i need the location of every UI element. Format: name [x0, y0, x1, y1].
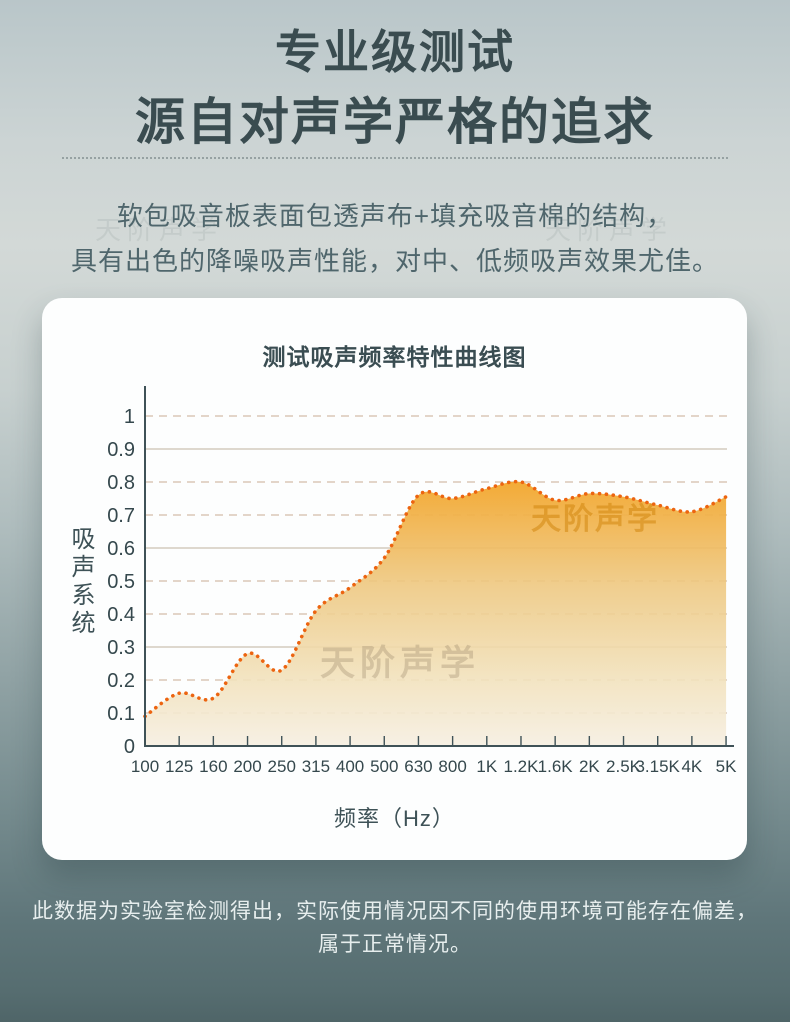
- curve-dotted-line: [143, 479, 728, 719]
- x-tick-marks-group: [144, 736, 727, 746]
- x-tick-label: 630: [404, 757, 432, 776]
- x-tick-label: 5K: [716, 757, 737, 776]
- x-tick-label: 4K: [681, 757, 702, 776]
- y-tick-label: 0: [124, 736, 135, 758]
- x-tick-label: 100: [131, 757, 159, 776]
- background-watermark-left: 天阶声学: [95, 215, 224, 245]
- y-tick-label: 1: [124, 406, 135, 428]
- x-axis-label: 频率（Hz）: [334, 806, 455, 831]
- x-tick-label: 250: [268, 757, 296, 776]
- curve-area-fill: [145, 481, 727, 746]
- y-tick-label: 0.7: [107, 505, 135, 527]
- footer-note-line-1: 此数据为实验室检测得出，实际使用情况因不同的使用环境可能存在偏差，: [32, 900, 758, 923]
- background-watermark-right: 天阶声学: [545, 215, 674, 245]
- axes-group: [144, 386, 734, 747]
- y-tick-label: 0.3: [107, 637, 135, 659]
- chart-watermark-center: 天阶声学: [320, 643, 480, 683]
- x-tick-label: 125: [165, 757, 193, 776]
- chart-card: 测试吸声频率特性曲线图 吸声系统 天阶声学 天阶声学 100 125 160 200 2…: [42, 298, 747, 860]
- y-tick-label: 0.8: [107, 472, 135, 494]
- x-tick-label: 160: [199, 757, 227, 776]
- y-tick-label: 0.2: [107, 670, 135, 692]
- x-tick-label: 2K: [579, 757, 600, 776]
- footer-note-line-2: 属于正常情况。: [318, 933, 472, 956]
- y-tick-labels-group: 0 0.1 0.2 0.3 0.4 0.5 0.6 0.7 0.8 0.9 1: [107, 406, 135, 758]
- description-line-2: 具有出色的降噪吸声性能，对中、低频吸声效果尤佳。: [70, 246, 719, 276]
- x-tick-label: 1K: [476, 757, 497, 776]
- page-title: 专业级测试: [275, 26, 515, 78]
- x-tick-label: 500: [370, 757, 398, 776]
- y-tick-label: 0.5: [107, 571, 135, 593]
- x-tick-label: 3.15K: [635, 757, 680, 776]
- x-tick-label: 200: [233, 757, 261, 776]
- y-axis-label: 吸声系统: [67, 526, 94, 638]
- x-tick-label: 2.5K: [606, 757, 642, 776]
- y-tick-label: 0.1: [107, 703, 135, 725]
- x-tick-label: 400: [336, 757, 364, 776]
- dotted-divider: [62, 157, 728, 159]
- curve-fill-group: [145, 481, 727, 746]
- page-subtitle: 源自对声学严格的追求: [135, 94, 655, 150]
- absorption-curve-chart: 天阶声学 天阶声学 100 125 160 200 250 315 400 500 630 800…: [107, 386, 737, 776]
- x-tick-label: 800: [438, 757, 466, 776]
- chart-watermark-orange: 天阶声学: [531, 502, 659, 536]
- x-tick-label: 315: [302, 757, 330, 776]
- chart-title: 测试吸声频率特性曲线图: [262, 344, 527, 370]
- x-tick-label: 1.6K: [538, 757, 574, 776]
- y-tick-label: 0.6: [107, 538, 135, 560]
- x-tick-label: 1.2K: [503, 757, 539, 776]
- curve-line-group: [143, 479, 728, 719]
- description-line-1: 软包吸音板表面包透声布+填充吸音棉的结构，: [116, 201, 674, 231]
- y-tick-label: 0.9: [107, 439, 135, 461]
- x-tick-labels-group: 100 125 160 200 250 315 400 500 630 800 1K 1.2K 1.6K…: [131, 757, 737, 776]
- y-tick-label: 0.4: [107, 604, 135, 626]
